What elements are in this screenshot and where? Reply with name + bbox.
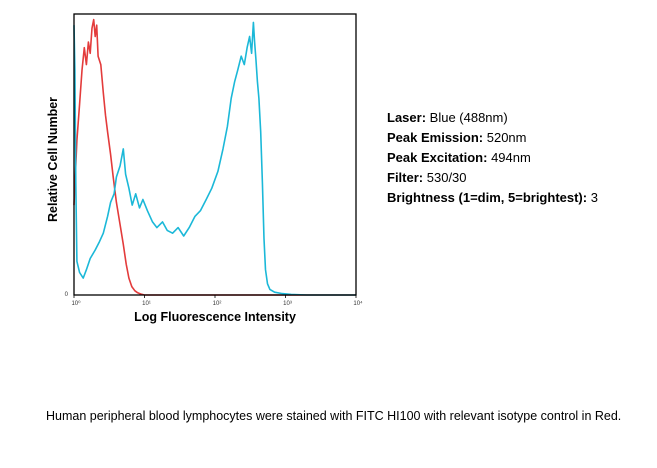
y-axis-label: Relative Cell Number — [46, 96, 60, 222]
plot-frame — [73, 13, 357, 296]
x-axis-label: Log Fluorescence Intensity — [134, 310, 296, 324]
fluorochrome-specs: Laser: Blue (488nm) Peak Emission: 520nm… — [387, 108, 598, 208]
x-tick-label-2: 10² — [213, 301, 222, 307]
spec-emission-label: Peak Emission: — [387, 130, 484, 145]
spec-laser-label: Laser: — [387, 110, 427, 125]
spec-emission: Peak Emission: 520nm — [387, 128, 598, 148]
spec-excitation: Peak Excitation: 494nm — [387, 148, 598, 168]
histogram-chart: 10⁰ 10¹ 10² 10³ 10⁴ 0 — [65, 13, 363, 307]
spec-laser: Laser: Blue (488nm) — [387, 108, 598, 128]
y-tick-label-0: 0 — [65, 292, 69, 298]
spec-brightness-label: Brightness (1=dim, 5=brightest): — [387, 190, 588, 205]
series-line-2 — [73, 21, 356, 296]
x-tick-label-4: 10⁴ — [353, 300, 363, 307]
figure-caption: Human peripheral blood lymphocytes were … — [46, 409, 622, 423]
spec-filter-value: 530/30 — [426, 170, 467, 185]
spec-excitation-label: Peak Excitation: — [387, 150, 488, 165]
spec-excitation-value: 494nm — [491, 150, 531, 165]
spec-filter-label: Filter: — [387, 170, 424, 185]
x-tick-label-0: 10⁰ — [71, 300, 81, 307]
x-tick-label-3: 10³ — [283, 301, 292, 307]
spec-emission-value: 520nm — [486, 130, 527, 145]
x-tick-label-1: 10¹ — [142, 301, 151, 307]
spec-brightness: Brightness (1=dim, 5=brightest): 3 — [387, 188, 598, 208]
spec-filter: Filter: 530/30 — [387, 168, 598, 188]
spec-brightness-value: 3 — [590, 190, 598, 205]
spec-laser-value: Blue (488nm) — [429, 110, 508, 125]
series-line-1 — [73, 18, 356, 296]
